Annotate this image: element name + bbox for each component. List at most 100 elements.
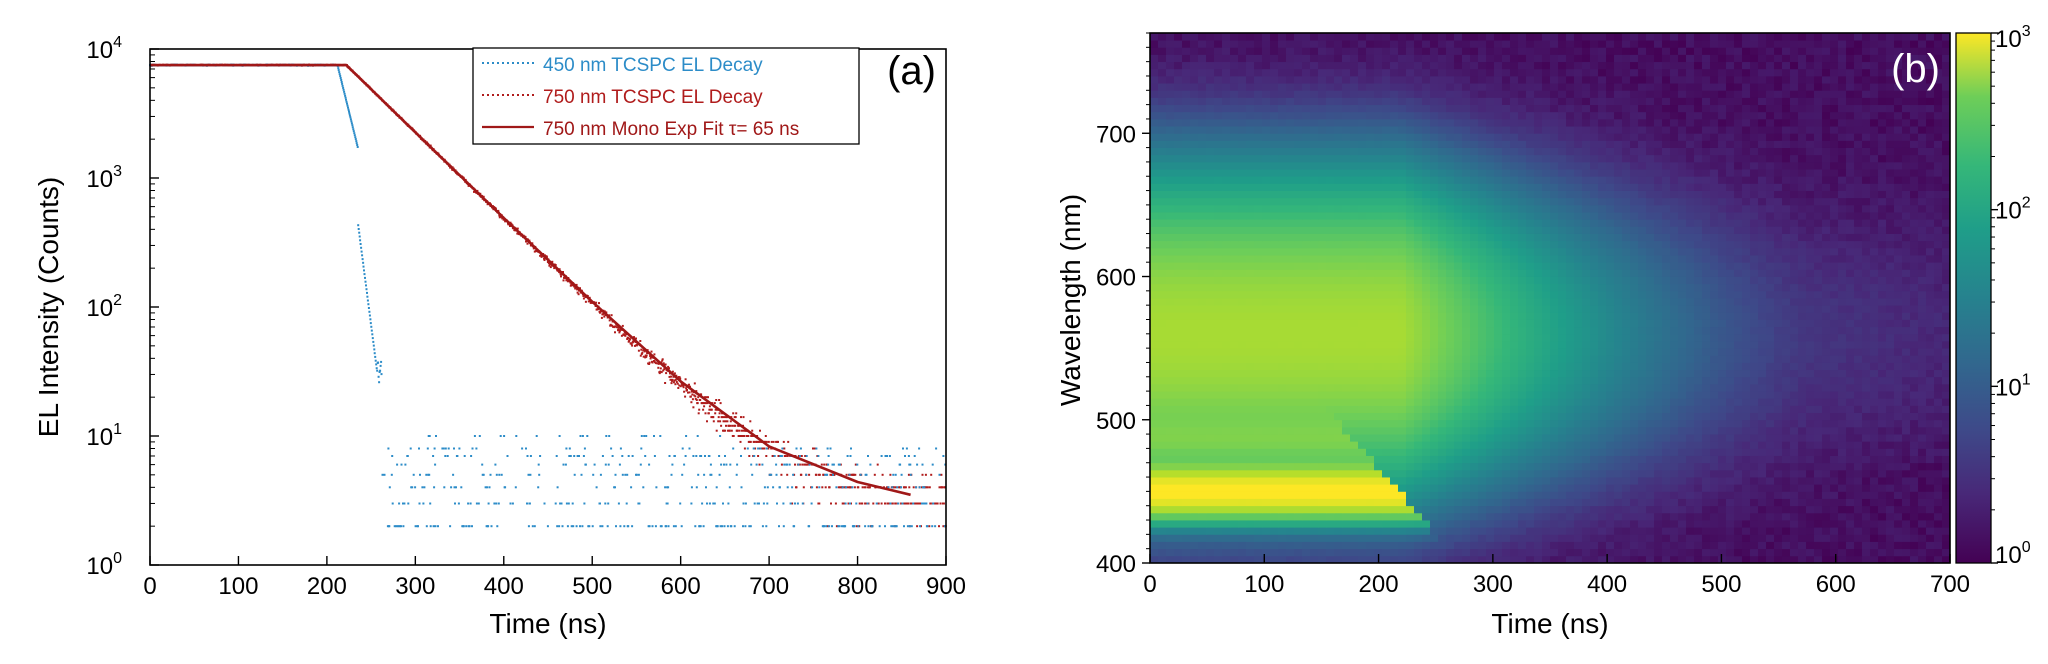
heatmap-cell [1606, 534, 1615, 542]
heatmap-cell [1622, 426, 1631, 435]
heatmap-cell [1150, 398, 1159, 406]
point-450nm-decay [377, 375, 380, 378]
point-450nm-decay [614, 486, 616, 489]
point-750nm-decay [656, 362, 659, 365]
heatmap-cell [1430, 477, 1439, 485]
heatmap-cell [1174, 448, 1183, 456]
heatmap-cell [1310, 527, 1319, 535]
point-750nm-decay [713, 402, 716, 405]
point-450nm-decay [866, 502, 869, 505]
heatmap-cell [1542, 512, 1551, 521]
heatmap-cell [1486, 541, 1495, 550]
heatmap-cell [1758, 391, 1767, 399]
heatmap-cell [1686, 505, 1695, 514]
heatmap-cell [1846, 419, 1855, 428]
heatmap-cell [1510, 520, 1519, 528]
point-750nm-decay [738, 429, 741, 432]
point-450nm-decay [365, 288, 368, 291]
heatmap-cell [1870, 484, 1879, 492]
point-750nm-decay [739, 435, 742, 437]
heatmap-cell [1606, 419, 1615, 428]
heatmap-cell [1494, 391, 1503, 399]
legend-entry-750-fit: 750 nm Mono Exp Fit τ= 65 ns [543, 119, 799, 140]
point-450nm-decay [780, 455, 783, 457]
point-450nm-decay [848, 473, 851, 476]
heatmap-cell [1694, 541, 1703, 550]
heatmap-cell [1590, 548, 1599, 557]
point-750nm-decay [654, 362, 657, 365]
point-750nm-decay [846, 486, 849, 489]
heatmap-cell [1350, 391, 1359, 399]
heatmap-cell [1254, 548, 1263, 557]
heatmap-cell [1718, 448, 1727, 456]
heatmap-cell [1438, 434, 1447, 442]
heatmap-cell [1838, 527, 1847, 535]
point-750nm-decay [729, 424, 732, 427]
heatmap-cell [1214, 498, 1223, 507]
heatmap-cell [1934, 405, 1943, 413]
heatmap-cell [1206, 505, 1215, 514]
heatmap-cell [1646, 548, 1655, 557]
heatmap-cell [1886, 391, 1895, 399]
heatmap-cell [1462, 405, 1471, 413]
heatmap-cell [1302, 405, 1311, 413]
heatmap-cell [1694, 434, 1703, 442]
point-750nm-decay [916, 525, 919, 528]
heatmap-cell [1694, 555, 1703, 564]
heatmap-cell [1342, 405, 1351, 413]
point-750nm-decay [727, 424, 730, 427]
heatmap-cell [1198, 477, 1207, 485]
heatmap-cell [1502, 541, 1511, 550]
point-750nm-decay [672, 375, 675, 378]
heatmap-cell [1446, 477, 1455, 485]
heatmap-cell [1606, 412, 1615, 421]
heatmap-cell [1646, 512, 1655, 521]
heatmap-cell [1342, 498, 1351, 507]
point-450nm-decay [859, 473, 862, 476]
heatmap-cell [1822, 505, 1831, 514]
heatmap-cell [1910, 527, 1919, 535]
heatmap-cell [1422, 484, 1431, 492]
heatmap-cell [1782, 520, 1791, 528]
heatmap-cell [1518, 477, 1527, 485]
heatmap-cell [1190, 391, 1199, 399]
heatmap-cell [1566, 469, 1575, 478]
point-450nm-decay [555, 455, 558, 457]
heatmap-cell [1598, 548, 1607, 557]
point-450nm-decay [529, 455, 532, 457]
heatmap-cell [1710, 462, 1719, 471]
heatmap-cell [1918, 520, 1927, 528]
heatmap-cell [1206, 462, 1215, 471]
point-450nm-decay [374, 359, 377, 362]
heatmap-cell [1718, 555, 1727, 564]
heatmap-cell [1518, 498, 1527, 507]
point-450nm-decay [844, 502, 847, 505]
point-450nm-decay [701, 502, 704, 505]
point-450nm-decay [829, 447, 832, 450]
heatmap-cell [1438, 469, 1447, 478]
heatmap-cell [1174, 477, 1183, 485]
point-750nm-decay [868, 486, 871, 489]
heatmap-cell [1638, 426, 1647, 435]
heatmap-cell [1206, 484, 1215, 492]
heatmap-cell [1238, 527, 1247, 535]
heatmap-cell [1606, 448, 1615, 456]
heatmap-cell [1398, 391, 1407, 399]
heatmap-cell [1870, 498, 1879, 507]
heatmap-cell [1222, 391, 1231, 399]
point-450nm-decay [703, 473, 706, 476]
heatmap-cell [1494, 419, 1503, 428]
heatmap-cell [1838, 555, 1847, 564]
point-450nm-decay [453, 447, 455, 450]
heatmap-cell [1878, 426, 1887, 435]
heatmap-cell [1678, 520, 1687, 528]
heatmap-cell [1662, 419, 1671, 428]
point-750nm-decay [700, 393, 703, 396]
heatmap-cell [1150, 412, 1159, 421]
point-450nm-decay [763, 486, 766, 489]
fit-line-750nm [150, 63, 911, 497]
heatmap-cell [1526, 462, 1535, 471]
heatmap-cell [1630, 548, 1639, 557]
point-450nm-decay [908, 525, 911, 528]
heatmap-cell [1902, 491, 1911, 499]
